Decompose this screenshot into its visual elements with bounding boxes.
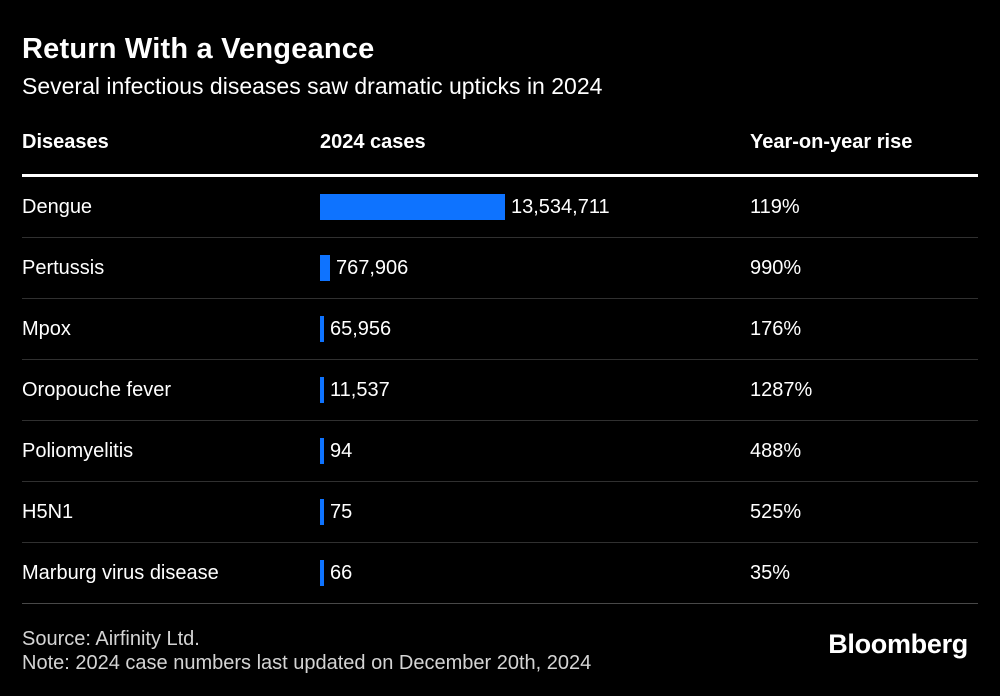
note-text: Note: 2024 case numbers last updated on … bbox=[22, 652, 592, 674]
table-row: Mpox 65,956 176% bbox=[22, 299, 978, 360]
yoy-rise-value: 119% bbox=[750, 195, 800, 218]
cases-bar bbox=[320, 194, 505, 220]
disease-table-body: Dengue 13,534,711 119% Pertussis 767,906… bbox=[22, 177, 978, 604]
yoy-rise-value: 35% bbox=[750, 561, 791, 584]
page-subtitle: Several infectious diseases saw dramatic… bbox=[22, 73, 603, 99]
disease-name: H5N1 bbox=[22, 500, 74, 523]
cases-bar bbox=[320, 438, 324, 464]
yoy-rise-value: 176% bbox=[750, 317, 802, 340]
table-row: Poliomyelitis 94 488% bbox=[22, 421, 978, 482]
cases-bar bbox=[320, 499, 324, 525]
cases-bar bbox=[320, 316, 324, 342]
table-header-row: Diseases 2024 cases Year-on-year rise bbox=[22, 131, 978, 177]
table-row: H5N1 75 525% bbox=[22, 482, 978, 543]
disease-name: Mpox bbox=[22, 317, 71, 340]
table-row: Oropouche fever 11,537 1287% bbox=[22, 360, 978, 421]
source-text: Source: Airfinity Ltd. bbox=[22, 628, 200, 650]
disease-name: Poliomyelitis bbox=[22, 439, 134, 462]
table-row: Dengue 13,534,711 119% bbox=[22, 177, 978, 238]
footer: Source: Airfinity Ltd. Note: 2024 case n… bbox=[22, 604, 978, 675]
disease-name: Pertussis bbox=[22, 256, 105, 279]
column-header-cases: 2024 cases bbox=[320, 131, 426, 153]
disease-name: Marburg virus disease bbox=[22, 561, 219, 584]
cases-value: 66 bbox=[330, 561, 353, 584]
disease-name: Oropouche fever bbox=[22, 378, 171, 401]
yoy-rise-value: 990% bbox=[750, 256, 802, 279]
cases-value: 94 bbox=[330, 439, 353, 462]
cases-value: 11,537 bbox=[330, 378, 390, 401]
disease-name: Dengue bbox=[22, 195, 93, 218]
yoy-rise-value: 525% bbox=[750, 500, 802, 523]
cases-value: 13,534,711 bbox=[511, 195, 610, 218]
cases-value: 65,956 bbox=[330, 317, 392, 340]
yoy-rise-value: 488% bbox=[750, 439, 802, 462]
table-row: Marburg virus disease 66 35% bbox=[22, 543, 978, 604]
cases-bar bbox=[320, 560, 324, 586]
cases-bar bbox=[320, 255, 330, 281]
column-header-yoy-rise: Year-on-year rise bbox=[750, 131, 913, 153]
column-header-diseases: Diseases bbox=[22, 131, 109, 153]
bloomberg-logo: Bloomberg bbox=[828, 629, 968, 659]
page-title: Return With a Vengeance bbox=[22, 33, 375, 65]
yoy-rise-value: 1287% bbox=[750, 378, 813, 401]
cases-value: 767,906 bbox=[336, 256, 409, 279]
cases-value: 75 bbox=[330, 500, 353, 523]
cases-bar bbox=[320, 377, 324, 403]
table-row: Pertussis 767,906 990% bbox=[22, 238, 978, 299]
